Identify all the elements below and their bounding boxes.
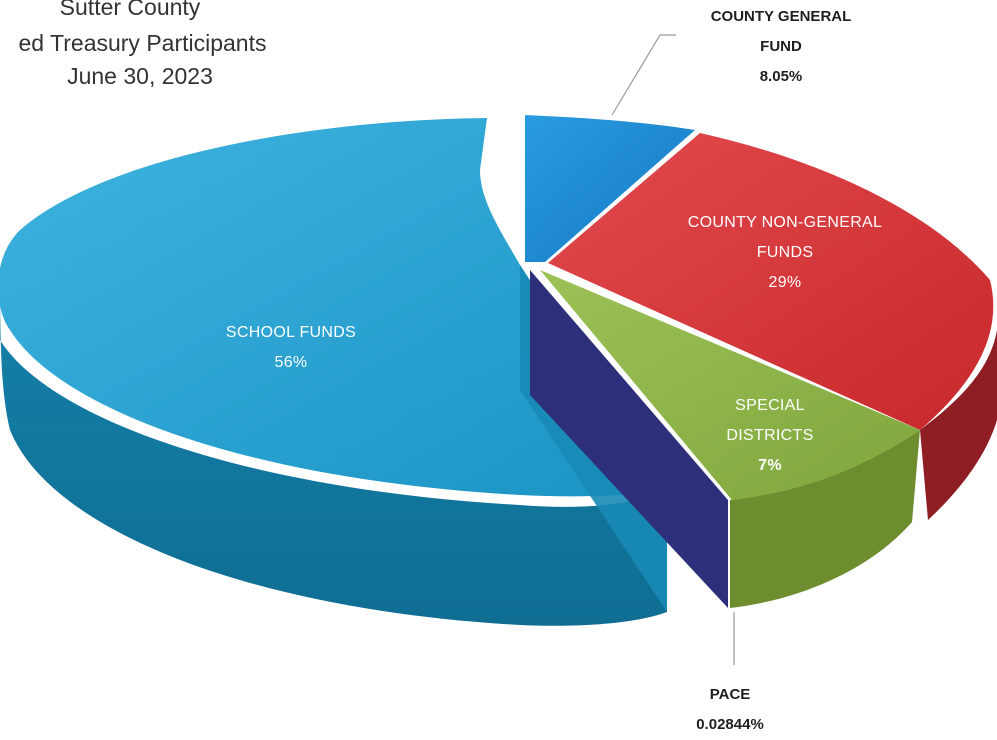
label-special-districts-pct: 7%	[758, 457, 782, 474]
slice-pace	[530, 270, 728, 608]
label-county-general-line2: FUND	[760, 38, 802, 55]
label-county-general-line1: COUNTY GENERAL	[710, 8, 852, 25]
leader-line-county-general	[611, 34, 676, 116]
label-county-general-pct: 8.05%	[759, 68, 803, 85]
label-special-districts-line2: DISTRICTS	[726, 427, 814, 444]
label-pace-line1: PACE	[709, 686, 751, 703]
label-county-general: COUNTY GENERAL FUND 8.05%	[676, 2, 886, 92]
slice-school-funds-side	[0, 255, 667, 626]
slice-county-general-top	[525, 115, 695, 262]
chart-title-line-1: Sutter County	[59, 0, 201, 20]
slice-county-non-general-side	[920, 330, 997, 520]
label-school-funds: SCHOOL FUNDS 56%	[191, 318, 391, 378]
label-county-non-general: COUNTY NON-GENERAL FUNDS 29%	[655, 208, 915, 298]
label-pace-pct: 0.02844%	[696, 716, 764, 733]
label-special-districts-line1: SPECIAL	[735, 397, 805, 414]
slice-special-districts	[540, 270, 920, 608]
label-special-districts: SPECIAL DISTRICTS 7%	[705, 391, 835, 481]
slice-special-districts-top	[540, 270, 920, 500]
chart-title-line-3: June 30, 2023	[67, 63, 213, 89]
slice-special-districts-side	[730, 430, 920, 608]
label-county-non-general-line2: FUNDS	[756, 244, 814, 261]
slice-pace-side	[530, 270, 728, 608]
chart-title-line-2: ed Treasury Participants	[18, 30, 267, 56]
label-school-funds-pct: 56%	[274, 354, 308, 371]
label-county-non-general-line1: COUNTY NON-GENERAL	[687, 214, 883, 231]
slice-county-non-general	[548, 133, 997, 520]
label-county-non-general-pct: 29%	[768, 274, 802, 291]
slice-county-general	[525, 115, 695, 262]
slice-county-non-general-top	[548, 133, 994, 430]
label-school-funds-line1: SCHOOL FUNDS	[225, 324, 357, 341]
label-pace: PACE 0.02844%	[655, 680, 805, 740]
slice-school-funds-top	[0, 118, 667, 497]
